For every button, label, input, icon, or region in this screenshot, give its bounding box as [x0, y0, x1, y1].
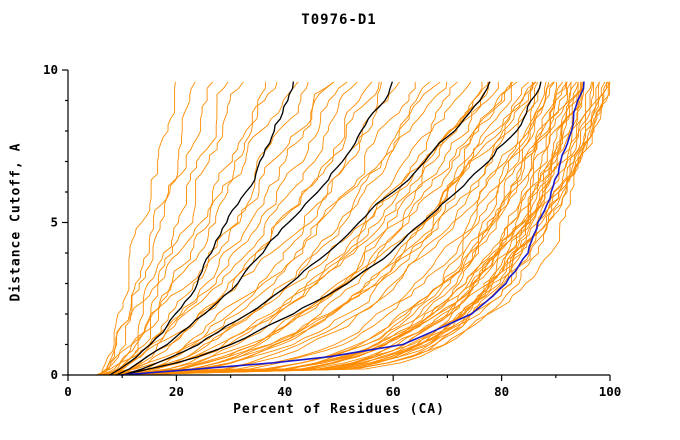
y-tick-label: 10 — [43, 62, 58, 77]
y-tick-label: 0 — [50, 367, 58, 382]
x-tick-label: 40 — [277, 384, 292, 399]
x-tick-label: 80 — [494, 384, 509, 399]
y-tick-label: 5 — [50, 215, 58, 230]
chart-title: T0976-D1 — [301, 12, 377, 28]
x-tick-label: 60 — [386, 384, 401, 399]
x-axis-label: Percent of Residues (CA) — [233, 402, 445, 417]
x-tick-label: 0 — [64, 384, 72, 399]
x-tick-label: 20 — [169, 384, 184, 399]
x-tick-label: 100 — [599, 384, 622, 399]
